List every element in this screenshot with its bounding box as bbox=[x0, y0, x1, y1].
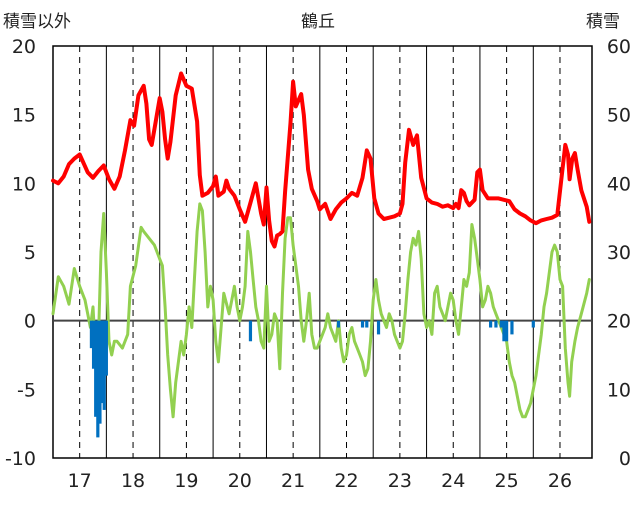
blue-bar bbox=[376, 320, 381, 335]
y-right-tick-label: 10 bbox=[607, 379, 631, 401]
blue-bar bbox=[505, 320, 509, 342]
blue-bar bbox=[360, 320, 365, 328]
y-left-tick-label: -5 bbox=[17, 379, 36, 401]
y-left-tick-label: 10 bbox=[12, 173, 36, 195]
y-right-tick-label: 40 bbox=[607, 173, 631, 195]
x-tick-label: 22 bbox=[334, 470, 358, 492]
x-tick-label: 21 bbox=[281, 470, 305, 492]
y-left-tick-label: 20 bbox=[12, 36, 36, 58]
x-tick-label: 20 bbox=[228, 470, 252, 492]
x-tick-label: 25 bbox=[495, 470, 519, 492]
blue-bar bbox=[510, 320, 514, 335]
left-axis-label: 積雪以外 bbox=[3, 12, 71, 32]
blue-bar bbox=[102, 320, 106, 410]
x-tick-label: 17 bbox=[68, 470, 92, 492]
blue-bar bbox=[100, 320, 104, 404]
y-right-tick-label: 60 bbox=[607, 36, 631, 58]
red-series-line bbox=[51, 71, 592, 249]
y-right-tick-label: 20 bbox=[607, 311, 631, 333]
blue-bar bbox=[89, 320, 94, 349]
chart-title: 鶴丘 bbox=[301, 12, 335, 32]
blue-bar bbox=[94, 320, 98, 417]
blue-bar bbox=[494, 320, 498, 328]
blue-bar bbox=[489, 320, 493, 328]
x-tick-label: 23 bbox=[388, 470, 412, 492]
y-right-tick-label: 0 bbox=[619, 448, 631, 470]
right-axis-label: 積雪 bbox=[586, 12, 620, 32]
y-right-tick-label: 50 bbox=[607, 105, 631, 127]
blue-bar bbox=[499, 320, 503, 328]
y-left-tick-label: -10 bbox=[5, 448, 36, 470]
blue-bar bbox=[336, 320, 341, 328]
blue-bar bbox=[248, 320, 253, 342]
y-left-tick-label: 15 bbox=[12, 105, 36, 127]
blue-bar bbox=[104, 320, 108, 376]
blue-bar bbox=[531, 320, 535, 328]
plot-frame bbox=[52, 45, 593, 459]
x-tick-label: 19 bbox=[174, 470, 198, 492]
y-right-tick-label: 30 bbox=[607, 242, 631, 264]
x-tick-label: 18 bbox=[121, 470, 145, 492]
blue-bar bbox=[96, 320, 100, 438]
x-tick-label: 26 bbox=[548, 470, 572, 492]
blue-bar bbox=[502, 320, 506, 342]
x-tick-label: 24 bbox=[441, 470, 465, 492]
y-left-tick-label: 0 bbox=[24, 311, 36, 333]
blue-bar bbox=[365, 320, 369, 328]
y-left-tick-label: 5 bbox=[24, 242, 36, 264]
blue-bar bbox=[91, 320, 96, 369]
blue-bar bbox=[98, 320, 102, 424]
